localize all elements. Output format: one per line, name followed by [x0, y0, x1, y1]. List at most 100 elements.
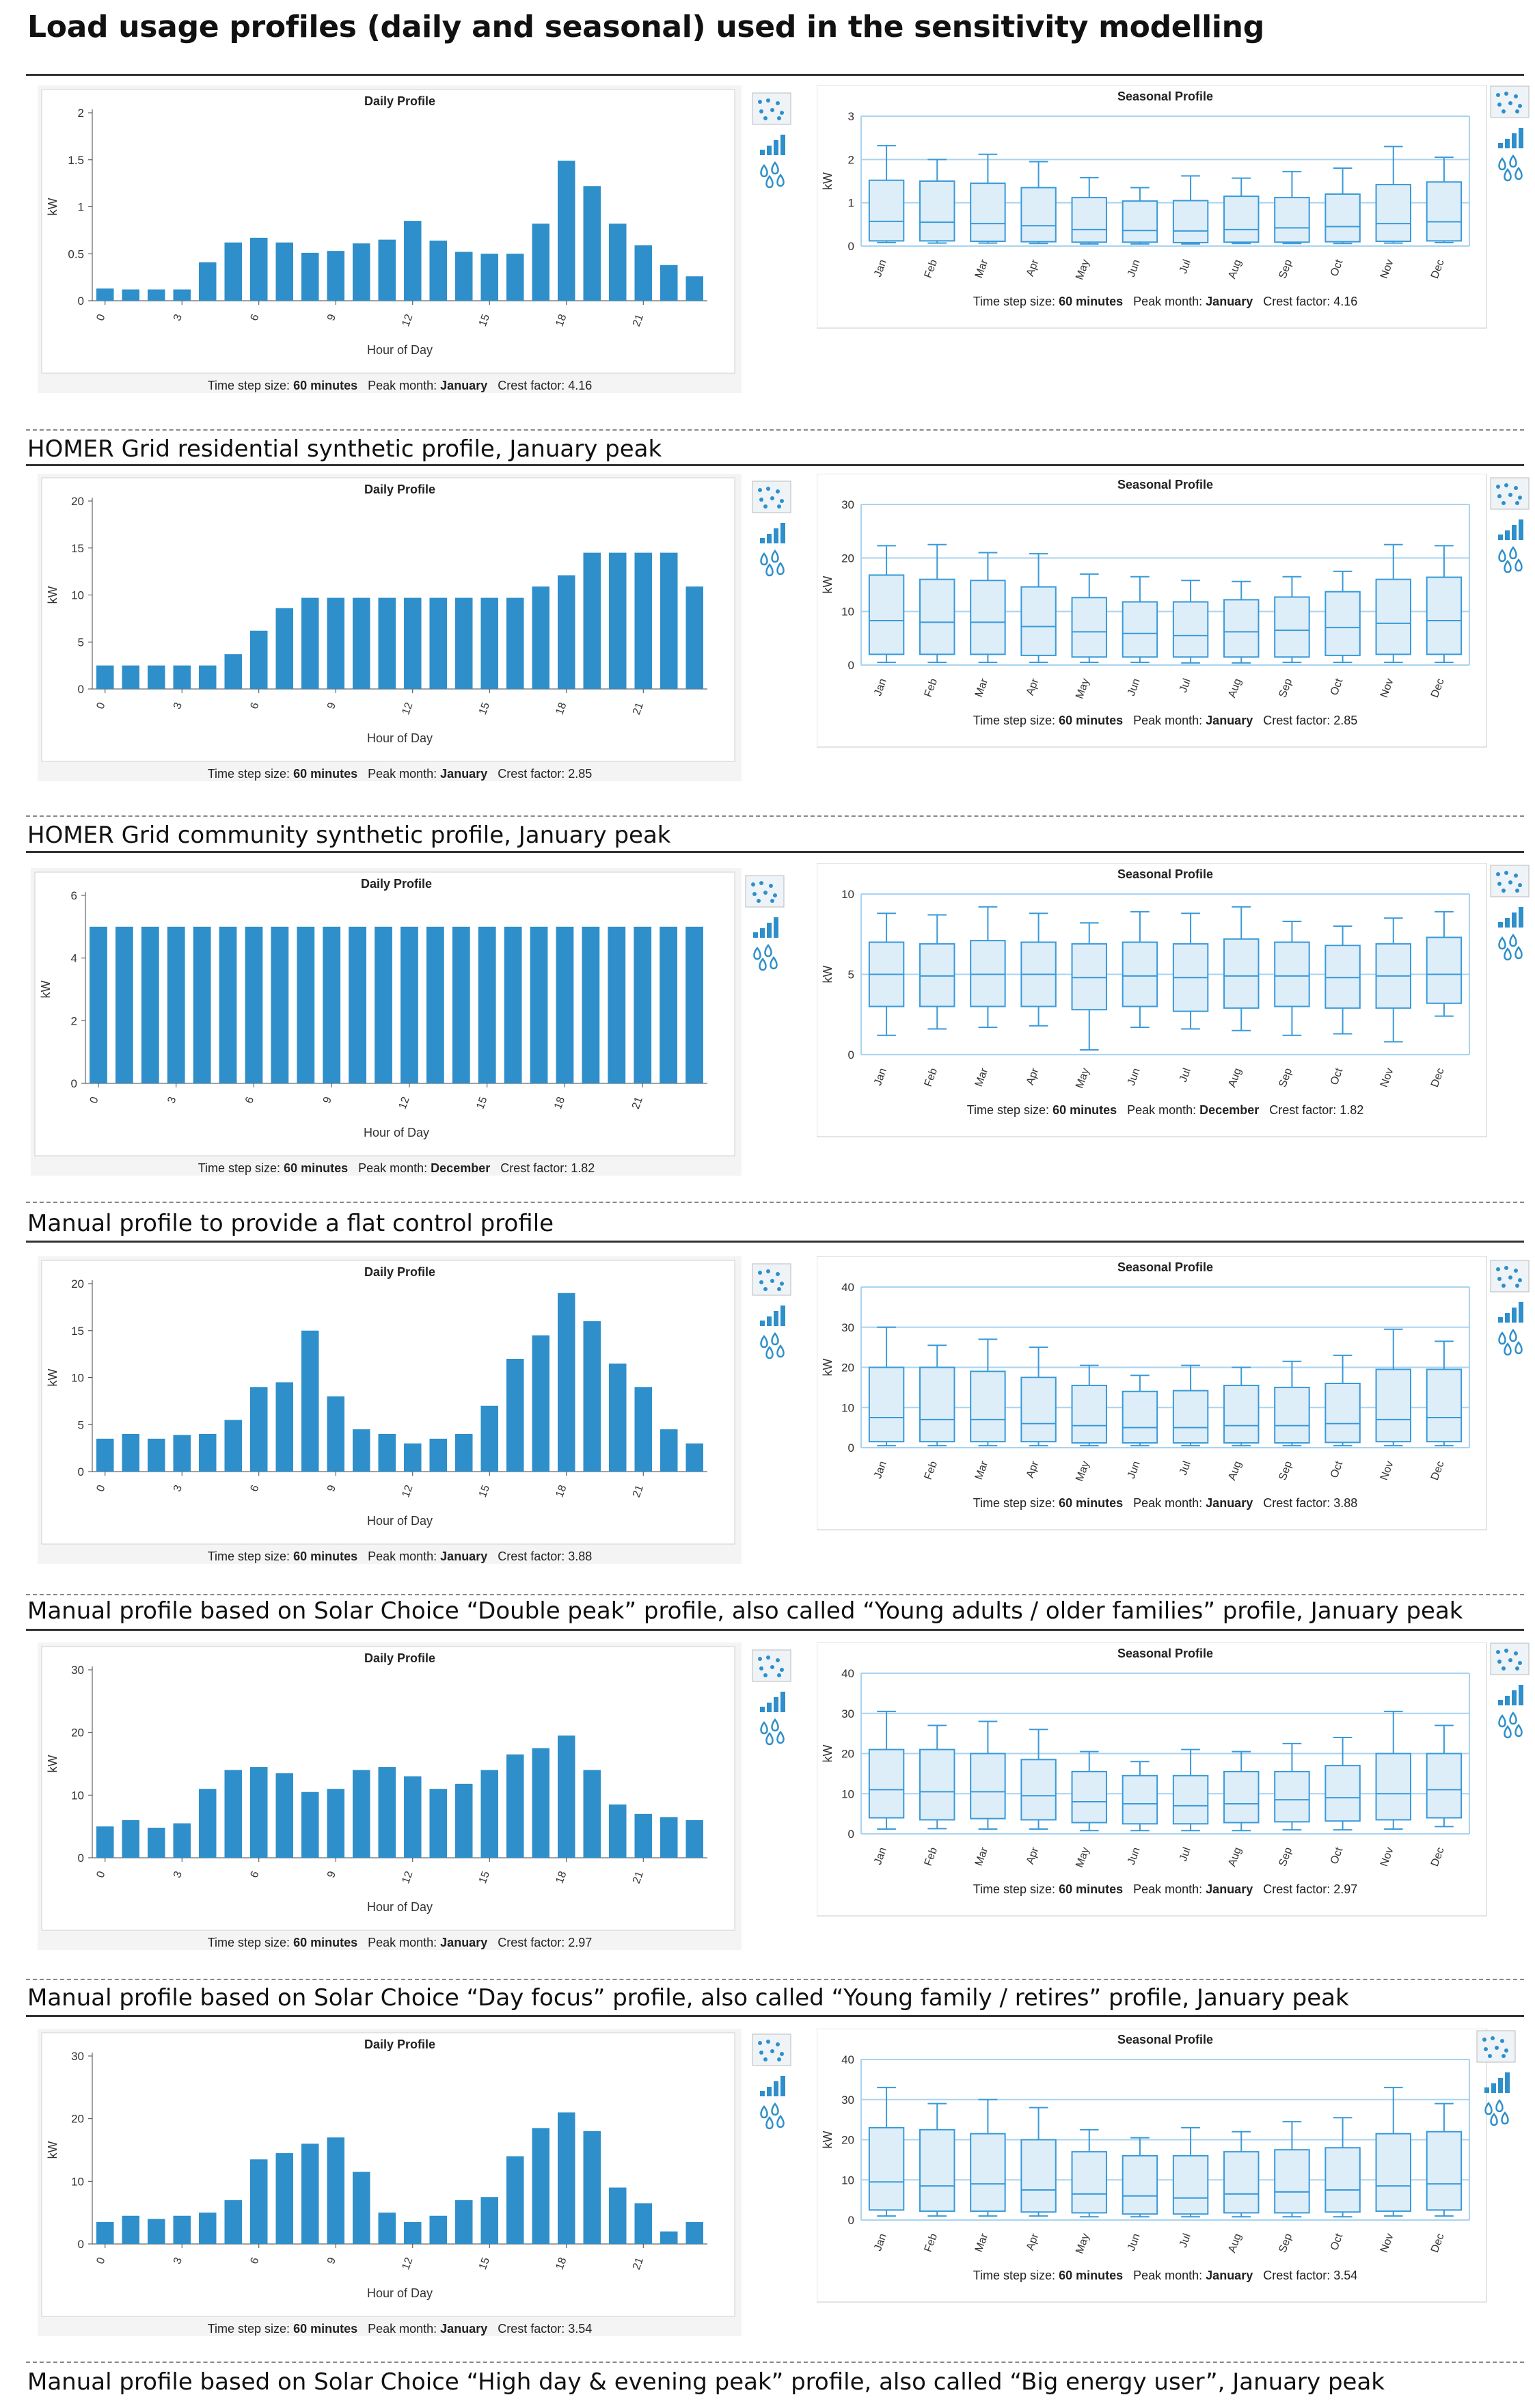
- scatter-dots-icon: [758, 488, 762, 492]
- bar-chart-icon: [760, 1707, 765, 1712]
- bar-chart-icon: [767, 1316, 772, 1326]
- bar: [219, 926, 237, 1083]
- y-tick-label: 6: [71, 889, 77, 902]
- daily-toolbar-5: [752, 1649, 791, 1762]
- x-tick-label: 21: [630, 1095, 645, 1111]
- bar: [660, 1429, 678, 1472]
- bar: [275, 1382, 293, 1472]
- y-tick-label: 20: [841, 1362, 854, 1375]
- box: [868, 179, 905, 242]
- box: [1071, 1770, 1107, 1824]
- droplets-icon: [765, 563, 774, 577]
- time-step-value: 60 minutes: [1059, 295, 1123, 308]
- y-tick-label: 20: [71, 2113, 84, 2126]
- box: [1274, 197, 1310, 243]
- bar: [327, 1396, 344, 1472]
- bar: [301, 2143, 319, 2244]
- x-tick-label: Jul: [1178, 258, 1193, 275]
- box: [1020, 1759, 1057, 1821]
- bar-chart-icon: [1498, 535, 1503, 540]
- box: [1122, 601, 1158, 658]
- bar: [532, 586, 549, 689]
- y-tick-label: 10: [71, 589, 84, 602]
- daily-profile-panel-6: Daily Profile 0 10 20 30 kW 0 3 6 9 12 15 18 21 Hour o…: [38, 2029, 789, 2343]
- daily-toolbar-3: [745, 875, 785, 988]
- chart-toolbar: [1476, 2030, 1516, 2126]
- y-tick-label: 30: [71, 1664, 84, 1677]
- droplets-icon: [771, 2102, 779, 2116]
- caption-rule-2: [26, 851, 1524, 853]
- droplets-icon: [765, 2115, 774, 2130]
- scatter-dots-icon: [763, 2057, 767, 2061]
- bar-chart-icon: [1519, 1302, 1523, 1323]
- scatter-dots-icon: [1508, 1658, 1512, 1662]
- bar: [327, 1789, 344, 1858]
- y-tick-label: 10: [71, 1372, 84, 1385]
- time-step-label: Time step size:: [208, 1936, 293, 1949]
- crest-factor-label: Crest factor:: [487, 379, 568, 392]
- scatter-dots-icon: [776, 489, 780, 493]
- chart-footer: Time step size: 60 minutes Peak month: J…: [973, 2269, 1358, 2282]
- seasonal-toolbar-5: [1490, 1642, 1530, 1755]
- y-tick-label: 5: [78, 636, 84, 649]
- bar: [250, 237, 268, 301]
- box: [868, 1748, 905, 1819]
- bar: [400, 926, 418, 1083]
- box: [1172, 2155, 1209, 2215]
- bar: [558, 575, 575, 689]
- bar: [685, 926, 703, 1083]
- x-tick-label: 18: [554, 2256, 569, 2271]
- box: [1071, 197, 1107, 243]
- daily-profile-panel-3: Daily Profile 0 2 4 6 kW 0 3 6 9 12 15 18 21 Hour of D…: [31, 868, 789, 1182]
- peak-month-label: Peak month:: [357, 2322, 440, 2336]
- box: [1375, 1368, 1411, 1443]
- y-tick-label: 30: [841, 1707, 854, 1720]
- bar: [404, 597, 422, 689]
- bar: [455, 597, 473, 689]
- scatter-dots-icon: [766, 1269, 770, 1273]
- box: [1223, 1770, 1260, 1824]
- chart-footer: Time step size: 60 minutes Peak month: J…: [973, 295, 1358, 308]
- crest-factor-label: Crest factor:: [487, 1936, 568, 1949]
- bar: [224, 1770, 242, 1858]
- time-step-value: 60 minutes: [293, 2322, 357, 2336]
- droplets-icon: [765, 1345, 774, 1359]
- droplets-icon: [770, 956, 778, 970]
- bar: [353, 243, 370, 301]
- crest-factor-label: Crest factor:: [1259, 1103, 1340, 1117]
- box: [1223, 2151, 1260, 2214]
- droplets-icon: [1504, 167, 1512, 182]
- y-tick-label: 0: [848, 1828, 854, 1841]
- box: [1020, 187, 1057, 243]
- bar: [480, 2197, 498, 2244]
- scatter-dots-icon: [1488, 2054, 1492, 2058]
- seasonal-profile-panel-2: Seasonal Profile 0 10 20 30 kW Jan Feb Mar Apr May…: [817, 474, 1500, 774]
- scatter-dots-icon: [1515, 109, 1519, 113]
- scatter-dots-icon: [752, 892, 757, 896]
- x-tick-label: Jul: [1178, 2232, 1193, 2249]
- box: [1274, 596, 1310, 658]
- bar-chart-icon: [1512, 525, 1517, 540]
- bar: [660, 1817, 678, 1858]
- box: [1122, 1390, 1158, 1444]
- box: [1375, 184, 1411, 243]
- caption-2: HOMER Grid community synthetic profile, …: [27, 822, 671, 849]
- scatter-dots-icon: [1495, 2046, 1499, 2050]
- box: [1375, 578, 1411, 655]
- chart-footer: Time step size: 60 minutes Peak month: J…: [973, 1496, 1358, 1510]
- droplets-icon: [1514, 166, 1523, 180]
- droplets-icon: [776, 173, 785, 187]
- scatter-dots-icon: [1508, 880, 1512, 884]
- droplets-icon: [1498, 1714, 1506, 1728]
- bar: [532, 2128, 549, 2244]
- bar: [429, 597, 447, 689]
- x-tick-label: 15: [477, 701, 492, 716]
- time-step-label: Time step size:: [208, 2322, 293, 2336]
- chart-title: Daily Profile: [364, 483, 435, 496]
- bar: [378, 1434, 396, 1472]
- y-tick-label: 2: [78, 107, 84, 120]
- chart-footer: Time step size: 60 minutes Peak month: J…: [973, 714, 1358, 727]
- y-tick-label: 0: [848, 1442, 854, 1455]
- scatter-dots-icon: [758, 1657, 762, 1661]
- crest-factor-value: 3.88: [568, 1550, 592, 1563]
